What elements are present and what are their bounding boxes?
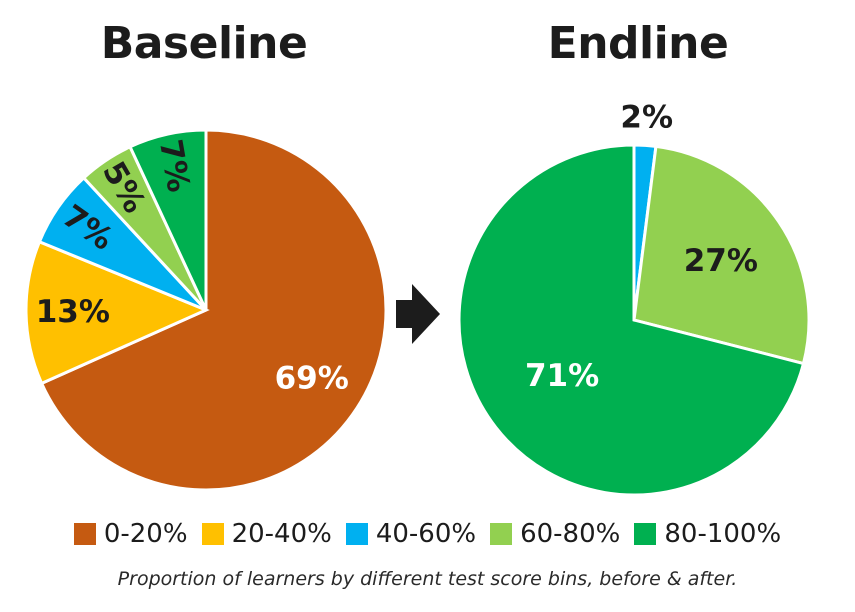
- legend-swatch-80-100: [634, 523, 657, 545]
- legend-swatch-60-80: [490, 523, 513, 545]
- baseline-label-0-20: 69%: [275, 361, 349, 397]
- baseline-pie: 69%13%7%5% 7%: [24, 128, 388, 492]
- endline-label-80-100: 71%: [525, 358, 599, 394]
- legend-item-60-80: 60-80%: [490, 519, 620, 549]
- legend-item-80-100: 80-100%: [634, 519, 781, 549]
- endline-slice-60-80: [632, 144, 811, 366]
- baseline-label-80-100: 7%: [152, 137, 197, 195]
- baseline-label-20-40: 13%: [36, 294, 110, 330]
- legend-label-20-40: 20-40%: [231, 519, 332, 549]
- endline-title: Endline: [547, 18, 729, 69]
- baseline-title: Baseline: [100, 18, 308, 69]
- legend-item-0-20: 0-20%: [73, 519, 188, 549]
- legend-label-80-100: 80-100%: [664, 519, 782, 549]
- legend-label-40-60: 40-60%: [375, 519, 477, 549]
- baseline-slice-0-20: [39, 128, 388, 492]
- legend-swatch-20-40: [201, 523, 224, 545]
- baseline-slice-80-100: [128, 128, 208, 311]
- legend-item-40-60: 40-60%: [345, 519, 477, 549]
- caption: Proportion of learners by different test…: [117, 568, 738, 590]
- legend-label-0-20: 0-20%: [103, 519, 188, 549]
- legend: 0-20% 20-40% 40-60% 60-80% 80-100%: [0, 514, 855, 554]
- legend-item-20-40: 20-40%: [201, 519, 332, 549]
- legend-label-60-80: 60-80%: [520, 519, 621, 549]
- legend-swatch-40-60: [345, 523, 368, 545]
- endline-pie: 2% 27% 71%: [457, 99, 811, 497]
- endline-slice-80-100: [457, 143, 806, 497]
- legend-swatch-0-20: [73, 523, 96, 545]
- baseline-slice-20-40: [24, 239, 210, 386]
- right-arrow-icon: [396, 284, 440, 344]
- endline-label-40-60: 2%: [620, 99, 673, 135]
- endline-label-60-80: 27%: [684, 243, 758, 279]
